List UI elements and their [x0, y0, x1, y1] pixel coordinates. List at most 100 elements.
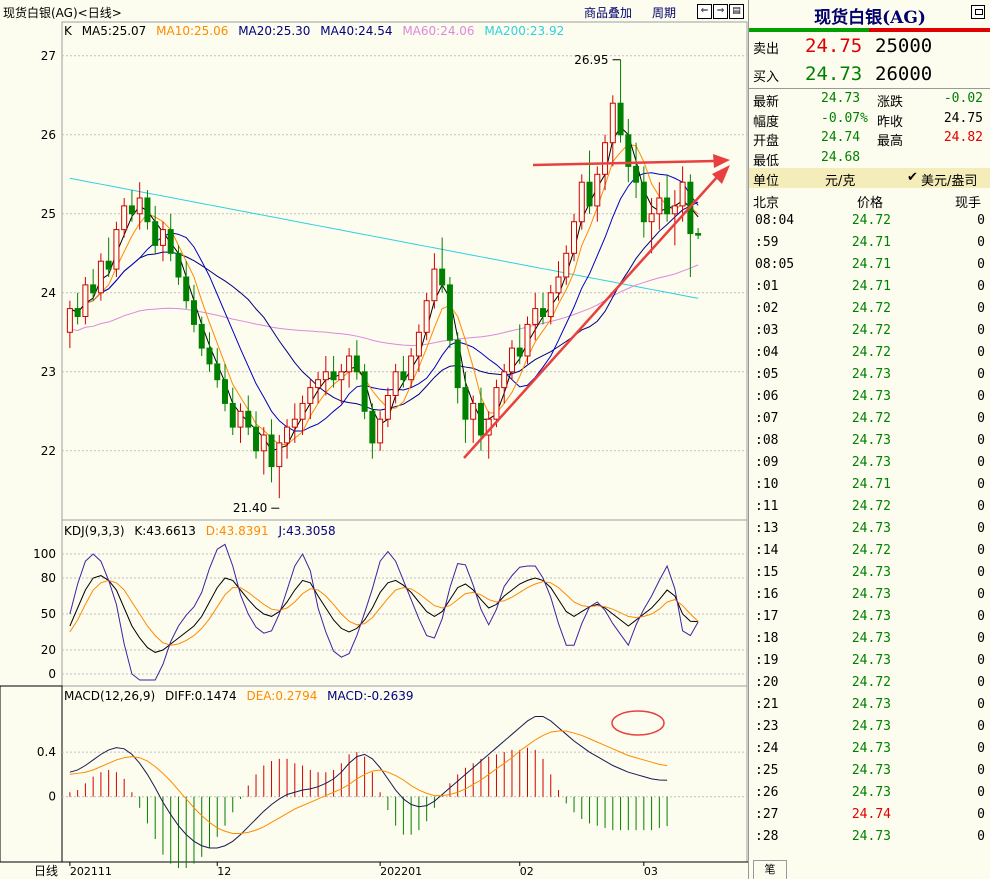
- ma20-value: MA20:25.30: [238, 24, 311, 38]
- chart-area[interactable]: 27 26 25 24 23 22 26.95 21.40 100 80 50 20 0 0.4 0 2021…: [0, 0, 748, 879]
- tick-price: 24.73: [851, 697, 891, 712]
- stats-row: 最新 24.73 涨跌 -0.02: [749, 90, 990, 110]
- tick-volume: 0: [977, 279, 985, 294]
- tick-row: :28 24.73 0: [749, 826, 990, 848]
- sell-label: 卖出: [753, 42, 780, 57]
- tick-volume: 0: [977, 807, 985, 822]
- macd-macd-value: MACD:-0.2639: [327, 689, 414, 703]
- tick-price: 24.73: [851, 785, 891, 800]
- macd-diff-line: [69, 715, 668, 849]
- candle-body: [152, 221, 159, 246]
- stat-label: 最低: [753, 153, 780, 169]
- resistance-arrowhead: [713, 154, 730, 168]
- checkmark-icon[interactable]: ✔: [907, 170, 918, 185]
- tick-time: :23: [755, 719, 779, 734]
- stat-label: 最新: [753, 95, 780, 110]
- tick-volume: 0: [977, 301, 985, 316]
- tick-row: :09 24.73 0: [749, 452, 990, 474]
- tick-time: :27: [755, 807, 779, 822]
- layout-icon[interactable]: ▤: [729, 4, 744, 19]
- tick-time: :13: [755, 521, 779, 536]
- candle-body: [322, 371, 329, 381]
- tick-row: :06 24.73 0: [749, 386, 990, 408]
- tick-volume: 0: [977, 609, 985, 624]
- candle-body: [446, 284, 453, 341]
- bid-bar: [749, 28, 869, 32]
- candle-body: [144, 197, 151, 223]
- candle-body: [369, 410, 376, 444]
- candle-body: [462, 387, 469, 420]
- alt-unit-toggle[interactable]: 美元/盎司: [921, 174, 978, 189]
- tick-row: :23 24.73 0: [749, 716, 990, 738]
- tick-price: 24.73: [851, 367, 891, 382]
- candle-body: [400, 371, 407, 381]
- macd-name: MACD(12,26,9): [64, 689, 156, 703]
- candle-body: [198, 323, 205, 349]
- candle-body: [423, 300, 430, 333]
- price-chart-svg[interactable]: 27 26 25 24 23 22 26.95 21.40 100 80 50 20 0 0.4 0 2021…: [0, 0, 748, 879]
- candle-body: [648, 213, 655, 223]
- candle-body: [679, 181, 686, 207]
- k-label: K: [64, 24, 72, 38]
- tick-time: :59: [755, 235, 779, 250]
- macd-dea-line: [69, 730, 668, 834]
- tick-row: :59 24.71 0: [749, 232, 990, 254]
- y-tick-label: 27: [41, 49, 56, 63]
- chart-topbar: 现货白银(AG)<日线> 商品叠加 周期 ⇐ ⇒ ▤: [0, 0, 748, 22]
- x-tick-label: 02: [520, 865, 534, 878]
- tick-row: 08:04 24.72 0: [749, 210, 990, 232]
- tick-volume: 0: [977, 499, 985, 514]
- candle-body: [377, 418, 384, 444]
- tick-price: 24.73: [851, 609, 891, 624]
- candle-body: [508, 347, 515, 373]
- y-tick-label: 23: [41, 365, 56, 379]
- tick-time: :25: [755, 763, 779, 778]
- kdj-j-line: [69, 543, 699, 681]
- period-button[interactable]: 周期: [652, 6, 677, 20]
- y-tick-label: 22: [41, 444, 56, 458]
- tick-time: :18: [755, 631, 779, 646]
- tick-row: :26 24.73 0: [749, 782, 990, 804]
- candle-body: [392, 371, 399, 396]
- tick-time: :24: [755, 741, 779, 756]
- overlay-button[interactable]: 商品叠加: [584, 6, 633, 20]
- ma60-line: [69, 264, 699, 346]
- candle-body: [284, 426, 291, 444]
- tick-row: 08:05 24.71 0: [749, 254, 990, 276]
- tick-price: 24.73: [851, 653, 891, 668]
- candle-body: [175, 252, 182, 278]
- y-tick-label: 80: [41, 571, 56, 585]
- tick-row: :02 24.72 0: [749, 298, 990, 320]
- next-arrow-icon[interactable]: ⇒: [713, 4, 728, 19]
- window-icon[interactable]: [971, 5, 985, 19]
- tick-price: 24.73: [851, 741, 891, 756]
- tick-volume: 0: [977, 257, 985, 272]
- tick-price: 24.73: [851, 587, 891, 602]
- tick-row: :20 24.72 0: [749, 672, 990, 694]
- y-tick-label: 20: [41, 643, 56, 657]
- tick-volume: 0: [977, 323, 985, 338]
- candle-body: [516, 347, 523, 357]
- tick-time: :26: [755, 785, 779, 800]
- ma5-line: [69, 126, 699, 452]
- tick-price: 24.72: [851, 543, 891, 558]
- tick-row: :25 24.73 0: [749, 760, 990, 782]
- tick-price: 24.73: [851, 433, 891, 448]
- ma40-line: [69, 201, 699, 411]
- tick-time: :17: [755, 609, 779, 624]
- macd-legend: MACD(12,26,9) DIFF:0.1474 DEA:0.2794 MAC…: [64, 689, 420, 703]
- candle-body: [90, 284, 97, 294]
- unit-label: 单位: [753, 174, 780, 189]
- candle-body: [501, 371, 508, 389]
- tick-time: :03: [755, 323, 779, 338]
- tick-time: :07: [755, 411, 779, 426]
- candle-body: [74, 308, 81, 318]
- prev-arrow-icon[interactable]: ⇐: [697, 4, 712, 19]
- y-tick-label: 0.4: [37, 745, 56, 759]
- tab-trades[interactable]: 笔: [753, 860, 787, 879]
- tick-row: :27 24.74 0: [749, 804, 990, 826]
- candle-body: [384, 395, 391, 420]
- tick-time: :01: [755, 279, 779, 294]
- tick-price: 24.73: [851, 829, 891, 844]
- tick-time: 08:04: [755, 213, 795, 228]
